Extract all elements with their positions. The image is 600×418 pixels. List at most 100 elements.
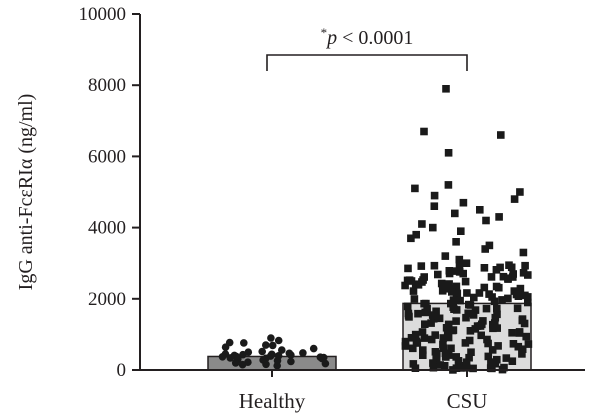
y-tick-label: 8000 — [88, 75, 126, 96]
csu-point — [430, 261, 439, 270]
csu-point — [412, 230, 420, 239]
y-tick-label: 4000 — [88, 218, 126, 239]
csu-point — [514, 292, 523, 300]
csu-point — [430, 202, 439, 210]
csu-point — [452, 306, 461, 314]
csu-point — [407, 234, 415, 243]
csu-point — [516, 188, 524, 196]
csu-point — [464, 309, 472, 318]
csu-point — [486, 364, 495, 372]
csu-point — [403, 276, 412, 285]
csu-point — [441, 252, 450, 260]
csu-point — [401, 337, 410, 346]
healthy-point — [268, 341, 277, 350]
csu-point — [513, 304, 522, 313]
healthy-point — [239, 350, 247, 359]
csu-point — [457, 227, 465, 235]
csu-point — [419, 351, 427, 359]
csu-point — [427, 319, 435, 327]
healthy-point — [321, 359, 330, 368]
csu-point — [469, 311, 478, 319]
csu-point — [467, 348, 475, 356]
csu-point — [421, 320, 429, 328]
csu-point — [465, 300, 473, 309]
csu-point — [480, 264, 489, 272]
csu-point — [492, 282, 501, 291]
csu-point — [404, 311, 413, 320]
csu-point — [491, 359, 500, 368]
csu-point — [409, 287, 418, 295]
csu-point — [477, 331, 485, 340]
csu-point — [411, 364, 420, 372]
csu-point — [411, 184, 419, 193]
csu-point — [519, 248, 528, 257]
csu-point — [427, 335, 436, 344]
csu-point — [494, 342, 502, 350]
csu-point — [439, 334, 448, 342]
csu-point — [407, 334, 416, 342]
csu-point — [508, 329, 516, 337]
csu-point — [447, 344, 455, 353]
csu-point — [419, 346, 427, 354]
csu-point — [509, 340, 518, 348]
csu-point — [418, 220, 426, 228]
csu-point — [442, 324, 451, 332]
csu-point — [413, 339, 422, 347]
csu-point — [452, 353, 460, 361]
csu-point — [493, 355, 501, 364]
csu-point — [444, 333, 453, 342]
csu-point — [470, 293, 478, 302]
csu-point — [509, 273, 517, 281]
csu-point — [430, 191, 439, 200]
csu-point — [498, 296, 506, 304]
csu-point — [457, 364, 465, 372]
csu-point — [490, 297, 499, 306]
csu-point — [515, 328, 524, 336]
csu-point — [507, 263, 516, 272]
csu-point — [524, 340, 533, 348]
csu-point — [417, 262, 426, 270]
csu-point — [500, 363, 508, 372]
csu-point — [421, 308, 429, 317]
healthy-point — [273, 361, 282, 370]
csu-point — [452, 238, 460, 246]
csu-point — [429, 223, 437, 232]
csu-point — [455, 255, 464, 264]
csu-point — [401, 281, 409, 290]
csu-point — [432, 354, 441, 363]
csu-point — [480, 283, 489, 292]
csu-point — [452, 290, 461, 298]
csu-point — [441, 353, 450, 361]
csu-point — [452, 364, 461, 372]
csu-point — [483, 335, 491, 344]
csu-point — [439, 344, 448, 352]
csu-point — [482, 304, 491, 313]
csu-point — [524, 298, 532, 307]
csu-point — [403, 302, 412, 311]
csu-point — [493, 324, 501, 332]
csu-point — [522, 332, 530, 341]
csu-point — [476, 206, 484, 214]
y-tick-label: 10000 — [79, 4, 127, 25]
points-layer — [218, 85, 533, 374]
csu-point — [404, 264, 412, 273]
csu-point — [471, 325, 480, 333]
csu-point — [407, 277, 416, 285]
p-symbol: p — [325, 27, 337, 49]
csu-point — [455, 261, 464, 269]
csu-point — [431, 331, 439, 339]
healthy-point — [262, 341, 270, 349]
csu-point — [414, 281, 423, 289]
axes-layer: 0 2000 4000 6000 8000 10000 Healthy CSU IgG anti… — [15, 4, 585, 413]
csu-point — [463, 289, 471, 297]
csu-point — [481, 245, 489, 253]
healthy-point — [221, 343, 230, 352]
csu-point — [487, 273, 496, 281]
csu-point — [448, 326, 457, 335]
csu-point — [442, 85, 450, 93]
healthy-point — [218, 353, 227, 361]
csu-point — [411, 330, 420, 339]
x-category-label: CSU — [447, 389, 488, 413]
csu-point — [443, 329, 452, 338]
